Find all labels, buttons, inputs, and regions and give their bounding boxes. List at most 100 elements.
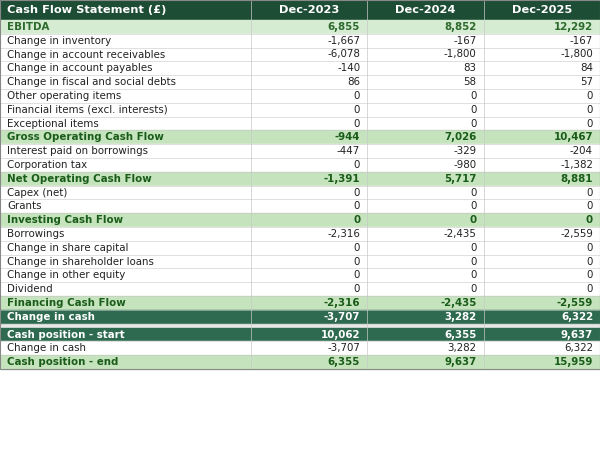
Bar <box>0 172 600 186</box>
Text: 0: 0 <box>587 256 593 266</box>
Bar <box>0 342 600 355</box>
Text: Borrowings: Borrowings <box>7 229 64 239</box>
Bar <box>0 310 600 324</box>
Text: 0: 0 <box>354 270 360 280</box>
Text: 0: 0 <box>354 242 360 253</box>
Text: Change in account payables: Change in account payables <box>7 63 152 73</box>
Text: EBITDA: EBITDA <box>7 22 49 32</box>
Text: 57: 57 <box>580 77 593 87</box>
Text: 0: 0 <box>354 91 360 101</box>
Text: 0: 0 <box>354 201 360 211</box>
Text: 6,355: 6,355 <box>444 330 476 339</box>
Text: Change in cash: Change in cash <box>7 312 95 322</box>
Text: 0: 0 <box>587 201 593 211</box>
Bar <box>0 296 600 310</box>
Text: 0: 0 <box>354 160 360 170</box>
Text: -447: -447 <box>337 146 360 156</box>
Bar <box>0 20 600 34</box>
Text: 6,855: 6,855 <box>328 22 360 32</box>
Bar <box>0 213 600 227</box>
Bar <box>0 117 600 130</box>
Bar <box>0 0 600 20</box>
Text: -2,559: -2,559 <box>560 229 593 239</box>
Text: 0: 0 <box>587 284 593 294</box>
Text: 7,026: 7,026 <box>445 132 476 142</box>
Text: 0: 0 <box>353 215 360 225</box>
Bar <box>0 268 600 282</box>
Text: 0: 0 <box>470 201 476 211</box>
Text: Cash Flow Statement (£): Cash Flow Statement (£) <box>7 5 166 15</box>
Bar <box>0 130 600 144</box>
Text: -329: -329 <box>454 146 476 156</box>
Text: -1,800: -1,800 <box>444 49 476 59</box>
Bar <box>0 254 600 268</box>
Bar <box>0 328 600 342</box>
Text: -3,707: -3,707 <box>328 343 360 353</box>
Text: -2,559: -2,559 <box>557 298 593 308</box>
Text: 15,959: 15,959 <box>554 357 593 367</box>
Text: -167: -167 <box>570 35 593 46</box>
Text: 9,637: 9,637 <box>561 330 593 339</box>
Bar <box>0 89 600 103</box>
Text: Change in shareholder loans: Change in shareholder loans <box>7 256 154 266</box>
Bar <box>0 75 600 89</box>
Bar <box>0 241 600 254</box>
Text: 0: 0 <box>587 270 593 280</box>
Bar <box>0 186 600 200</box>
Text: Change in inventory: Change in inventory <box>7 35 111 46</box>
Text: 58: 58 <box>464 77 476 87</box>
Text: 0: 0 <box>470 105 476 115</box>
Text: Interest paid on borrowings: Interest paid on borrowings <box>7 146 148 156</box>
Text: 0: 0 <box>470 256 476 266</box>
Text: Cash position - end: Cash position - end <box>7 357 118 367</box>
Text: -1,391: -1,391 <box>323 174 360 183</box>
Text: 0: 0 <box>470 91 476 101</box>
Text: 0: 0 <box>587 105 593 115</box>
Text: Gross Operating Cash Flow: Gross Operating Cash Flow <box>7 132 164 142</box>
Bar <box>0 282 600 296</box>
Text: 0: 0 <box>470 284 476 294</box>
Text: 0: 0 <box>587 188 593 197</box>
Text: Change in account receivables: Change in account receivables <box>7 49 165 59</box>
Text: 6,355: 6,355 <box>328 357 360 367</box>
Text: 10,062: 10,062 <box>320 330 360 339</box>
Text: 0: 0 <box>587 242 593 253</box>
Text: Dec-2025: Dec-2025 <box>512 5 572 15</box>
Text: 6,322: 6,322 <box>561 312 593 322</box>
Text: 5,717: 5,717 <box>444 174 476 183</box>
Text: Dividend: Dividend <box>7 284 53 294</box>
Text: -140: -140 <box>337 63 360 73</box>
Text: -1,382: -1,382 <box>560 160 593 170</box>
Text: Cash position - start: Cash position - start <box>7 330 125 339</box>
Text: -6,078: -6,078 <box>328 49 360 59</box>
Bar <box>0 103 600 117</box>
Text: 0: 0 <box>587 91 593 101</box>
Text: 8,852: 8,852 <box>445 22 476 32</box>
Text: 0: 0 <box>354 105 360 115</box>
Text: -1,667: -1,667 <box>327 35 360 46</box>
Text: 6,322: 6,322 <box>564 343 593 353</box>
Bar <box>0 144 600 158</box>
Text: -2,316: -2,316 <box>328 229 360 239</box>
Text: 0: 0 <box>470 118 476 129</box>
Bar <box>0 324 600 328</box>
Text: 0: 0 <box>354 256 360 266</box>
Bar <box>0 61 600 75</box>
Text: 0: 0 <box>354 188 360 197</box>
Text: Other operating items: Other operating items <box>7 91 121 101</box>
Text: Dec-2023: Dec-2023 <box>279 5 339 15</box>
Text: Exceptional items: Exceptional items <box>7 118 99 129</box>
Text: -2,435: -2,435 <box>444 229 476 239</box>
Text: 0: 0 <box>587 118 593 129</box>
Text: 84: 84 <box>580 63 593 73</box>
Text: 0: 0 <box>470 188 476 197</box>
Bar <box>0 0 600 369</box>
Text: -944: -944 <box>335 132 360 142</box>
Text: Change in cash: Change in cash <box>7 343 86 353</box>
Text: Change in fiscal and social debts: Change in fiscal and social debts <box>7 77 176 87</box>
Bar <box>0 47 600 61</box>
Text: 3,282: 3,282 <box>445 312 476 322</box>
Text: 83: 83 <box>464 63 476 73</box>
Text: Financing Cash Flow: Financing Cash Flow <box>7 298 126 308</box>
Text: Financial items (excl. interests): Financial items (excl. interests) <box>7 105 168 115</box>
